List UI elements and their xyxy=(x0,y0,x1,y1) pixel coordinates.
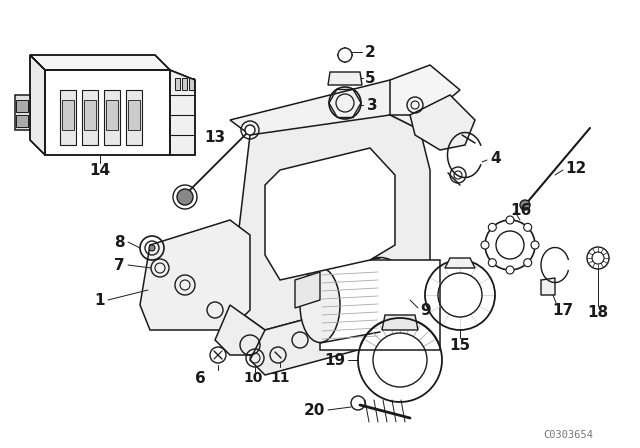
Text: 12: 12 xyxy=(565,160,586,176)
Text: 5: 5 xyxy=(365,70,376,86)
Polygon shape xyxy=(295,272,320,308)
Polygon shape xyxy=(15,95,30,130)
Polygon shape xyxy=(541,278,555,295)
Ellipse shape xyxy=(300,267,340,343)
Bar xyxy=(175,78,180,90)
Ellipse shape xyxy=(350,258,410,332)
Text: 1: 1 xyxy=(95,293,105,307)
Polygon shape xyxy=(328,72,362,85)
Text: 3: 3 xyxy=(367,98,378,112)
Polygon shape xyxy=(60,90,76,145)
Text: 14: 14 xyxy=(90,163,111,177)
Polygon shape xyxy=(215,305,265,355)
Bar xyxy=(16,100,28,112)
Bar xyxy=(189,78,194,90)
Polygon shape xyxy=(104,90,120,145)
Text: 11: 11 xyxy=(270,371,290,385)
Bar xyxy=(320,260,440,350)
Text: 13: 13 xyxy=(204,130,225,145)
Circle shape xyxy=(531,241,539,249)
Polygon shape xyxy=(82,90,98,145)
Text: 2: 2 xyxy=(365,44,376,60)
Text: 16: 16 xyxy=(510,202,531,217)
Bar xyxy=(84,100,96,130)
Circle shape xyxy=(506,216,514,224)
Bar xyxy=(106,100,118,130)
Polygon shape xyxy=(382,315,418,330)
Text: 9: 9 xyxy=(420,302,431,318)
Circle shape xyxy=(524,223,532,231)
Text: 18: 18 xyxy=(588,305,609,319)
Polygon shape xyxy=(250,295,410,375)
Text: 10: 10 xyxy=(243,371,262,385)
Polygon shape xyxy=(230,115,430,330)
Circle shape xyxy=(149,245,155,251)
Bar xyxy=(182,78,187,90)
Text: 20: 20 xyxy=(303,402,325,418)
Circle shape xyxy=(488,258,497,267)
Polygon shape xyxy=(445,258,475,268)
Text: 8: 8 xyxy=(115,234,125,250)
Circle shape xyxy=(177,189,193,205)
Circle shape xyxy=(481,241,489,249)
Text: 4: 4 xyxy=(490,151,500,165)
Circle shape xyxy=(245,125,255,135)
Circle shape xyxy=(338,48,352,62)
Polygon shape xyxy=(230,80,430,147)
Polygon shape xyxy=(170,70,195,155)
Text: 19: 19 xyxy=(324,353,345,367)
Bar xyxy=(62,100,74,130)
Circle shape xyxy=(520,200,530,210)
Polygon shape xyxy=(45,70,170,155)
Text: 7: 7 xyxy=(115,258,125,272)
Text: C0303654: C0303654 xyxy=(543,430,593,440)
Polygon shape xyxy=(30,55,170,70)
Polygon shape xyxy=(140,220,250,330)
Circle shape xyxy=(506,266,514,274)
Polygon shape xyxy=(30,55,45,155)
Bar xyxy=(128,100,140,130)
Text: 6: 6 xyxy=(195,370,205,385)
Circle shape xyxy=(488,223,497,231)
Polygon shape xyxy=(410,95,475,150)
Circle shape xyxy=(524,258,532,267)
Polygon shape xyxy=(390,65,460,115)
Bar xyxy=(16,115,28,127)
Text: 15: 15 xyxy=(449,337,470,353)
Polygon shape xyxy=(265,148,395,280)
Polygon shape xyxy=(126,90,142,145)
Text: 17: 17 xyxy=(552,302,573,318)
